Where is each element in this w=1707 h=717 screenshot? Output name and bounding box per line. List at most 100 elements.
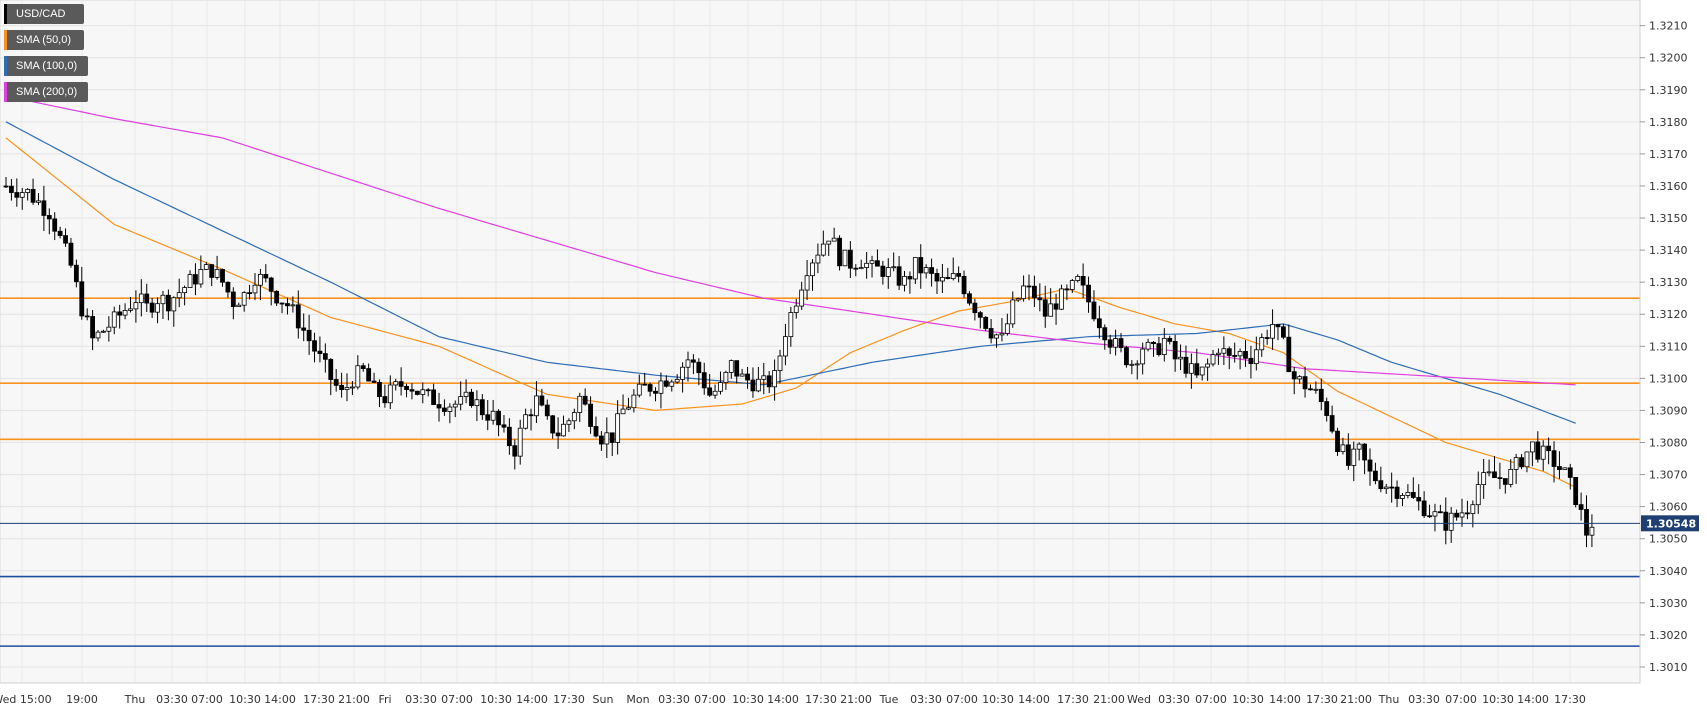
candle-body: [214, 269, 220, 278]
candle-body: [14, 192, 20, 198]
candle: [923, 264, 929, 279]
candle: [9, 179, 14, 201]
candle: [1064, 284, 1070, 301]
candle: [1140, 342, 1146, 375]
candle: [1096, 305, 1102, 339]
x-tick-label: Fri: [378, 693, 391, 706]
candle-body: [626, 407, 631, 410]
candle-body: [209, 264, 215, 278]
candle-body: [393, 381, 399, 386]
candle-body: [907, 276, 913, 280]
candle-body: [1048, 303, 1054, 317]
candle-body: [68, 242, 74, 266]
candle-body: [9, 185, 14, 193]
candle: [977, 310, 983, 329]
candle: [755, 367, 761, 393]
candle-body: [1362, 443, 1367, 461]
candle-body: [1573, 476, 1579, 506]
candles: [3, 176, 1595, 548]
x-tick-label: 03:30: [1408, 693, 1440, 706]
candle-body: [566, 420, 572, 425]
candle: [333, 369, 339, 392]
candle: [1557, 451, 1562, 479]
candle: [988, 319, 994, 344]
x-tick-label: 21:00: [1340, 693, 1372, 706]
candle-body: [1021, 285, 1026, 299]
legend-item-sma-100[interactable]: SMA (100,0): [4, 56, 88, 76]
candle-body: [728, 360, 734, 373]
candle-body: [431, 389, 437, 405]
candle-body: [534, 395, 539, 417]
candle-body: [842, 249, 848, 267]
candle: [1188, 353, 1194, 389]
candle: [290, 296, 296, 313]
candle-body: [436, 404, 442, 409]
candle-body: [144, 293, 150, 304]
candle: [1134, 360, 1140, 380]
candle-body: [539, 395, 545, 406]
candle-body: [1297, 376, 1303, 380]
candle: [14, 178, 20, 207]
candle: [19, 187, 25, 210]
x-tick-label: 17:30: [303, 693, 335, 706]
legend-item-usdcad[interactable]: USD/CAD: [4, 4, 84, 24]
candle-body: [1205, 363, 1211, 368]
candle-body: [496, 410, 501, 426]
sma-200-line: [5, 95, 1576, 386]
candle: [609, 432, 615, 456]
candle: [918, 244, 924, 289]
candle-body: [831, 237, 837, 242]
candle: [934, 268, 940, 294]
candle: [165, 289, 171, 321]
candle: [198, 255, 204, 288]
y-tick-label: 1.3060: [1649, 501, 1688, 514]
candle-body: [236, 304, 242, 308]
candle-body: [1513, 457, 1519, 470]
candle-body: [1356, 443, 1362, 450]
candle-body: [25, 188, 31, 193]
candle: [1410, 477, 1416, 499]
candle: [712, 384, 718, 399]
candle: [241, 291, 247, 312]
candle: [328, 358, 334, 396]
candle: [404, 383, 409, 398]
candle-body: [642, 383, 648, 386]
candle: [30, 178, 36, 205]
x-tick-label: Wed: [1127, 693, 1151, 706]
candle: [1237, 348, 1243, 370]
candle: [398, 367, 404, 396]
legend-item-sma-50[interactable]: SMA (50,0): [4, 30, 84, 50]
candle: [831, 227, 837, 242]
candle-body: [101, 330, 106, 333]
price-axis: 1.3010 1.3020 1.3030 1.3040 1.3050 1.3060 1.30…: [1639, 0, 1688, 683]
legend-item-sma-200[interactable]: SMA (200,0): [4, 82, 88, 102]
y-tick-label: 1.3100: [1649, 372, 1688, 385]
candle: [117, 304, 123, 329]
candle-body: [788, 312, 794, 338]
candle: [788, 306, 794, 347]
candle: [1297, 375, 1303, 385]
candle-body: [1053, 303, 1059, 310]
candle-body: [1032, 285, 1037, 299]
candle-body: [117, 311, 123, 316]
candle: [869, 255, 875, 278]
candle: [1389, 472, 1395, 503]
candle-body: [880, 265, 886, 277]
legend-label: SMA (200,0): [16, 86, 78, 98]
candle-body: [328, 358, 334, 380]
candle-body: [1059, 288, 1064, 310]
x-tick-label: 14:00: [767, 693, 799, 706]
legend-swatch: [4, 30, 7, 50]
candle: [1529, 441, 1535, 467]
candle-body: [360, 365, 366, 369]
candle-body: [1481, 472, 1487, 486]
candle-body: [1010, 299, 1016, 325]
candle-body: [1475, 484, 1481, 506]
candle: [414, 390, 420, 396]
current-price-label: 1.30548: [1646, 517, 1696, 530]
candle-body: [696, 361, 702, 374]
candle-body: [945, 276, 951, 279]
candle: [1243, 340, 1248, 367]
candle: [1345, 433, 1351, 470]
